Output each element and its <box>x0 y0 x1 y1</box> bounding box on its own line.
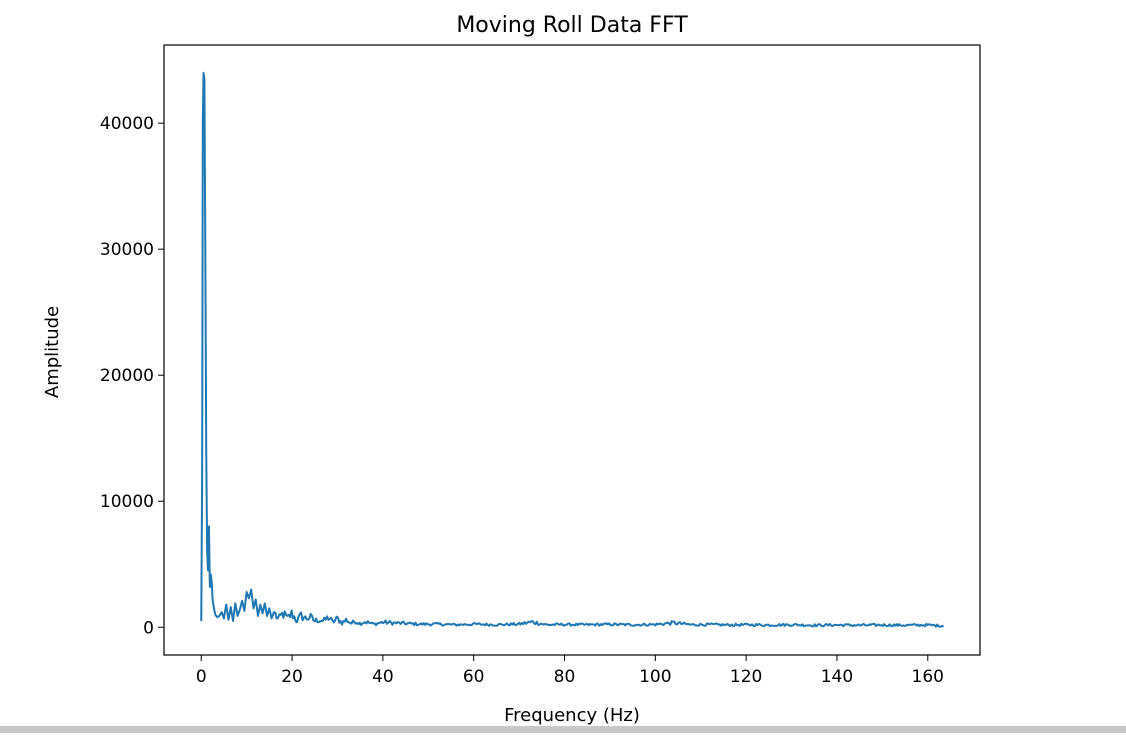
x-tick-label: 80 <box>554 667 576 687</box>
x-tick-label: 60 <box>463 667 485 687</box>
series-line-0 <box>200 71 944 628</box>
plot-area <box>200 71 944 628</box>
y-tick-label: 0 <box>143 618 154 638</box>
x-axis-label: Frequency (Hz) <box>504 705 640 726</box>
y-tick-label: 40000 <box>100 114 154 134</box>
x-tick-label: 0 <box>196 667 207 687</box>
axis-ticks: 0 20 40 60 80 100 120 140 160 0 10000 20000 30000 400… <box>100 114 944 687</box>
x-tick-label: 40 <box>372 667 394 687</box>
x-tick-label: 160 <box>912 667 944 687</box>
y-tick-label: 10000 <box>100 492 154 512</box>
x-tick-label: 120 <box>730 667 762 687</box>
y-tick-label: 20000 <box>100 366 154 386</box>
y-tick-label: 30000 <box>100 240 154 260</box>
bottom-scroll-bar <box>0 726 1126 733</box>
x-tick-label: 20 <box>281 667 303 687</box>
x-tick-label: 140 <box>821 667 853 687</box>
y-axis-label: Amplitude <box>42 306 63 398</box>
x-tick-label: 100 <box>639 667 671 687</box>
chart-title: Moving Roll Data FFT <box>456 13 688 38</box>
plot-frame <box>163 44 981 656</box>
